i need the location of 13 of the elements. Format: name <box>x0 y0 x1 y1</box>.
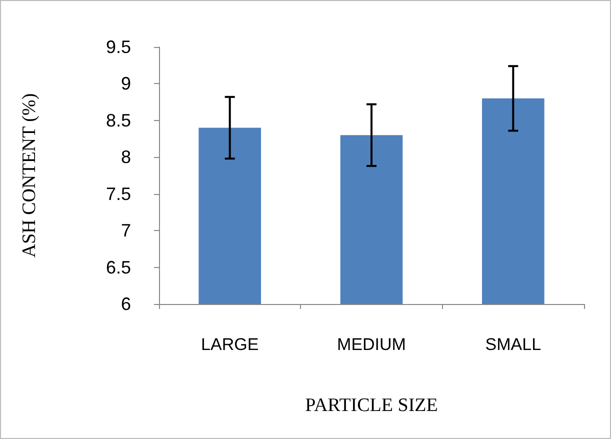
y-tick-label: 8.5 <box>106 110 131 130</box>
x-tick-label: SMALL <box>485 335 542 354</box>
y-tick-label: 6.5 <box>106 257 131 278</box>
y-tick-label: 9.5 <box>106 37 131 57</box>
x-tick-label: LARGE <box>201 335 259 354</box>
x-axis-title: PARTICLE SIZE <box>305 395 438 416</box>
y-tick-label: 7 <box>120 220 131 241</box>
y-tick-label: 7.5 <box>106 184 131 204</box>
x-tick-label: MEDIUM <box>337 335 406 354</box>
y-axis-title: ASH CONTENT (%) <box>19 93 40 258</box>
y-tick-label: 8 <box>120 147 131 168</box>
y-tick-label: 9 <box>120 74 131 94</box>
y-tick-label: 6 <box>120 294 131 314</box>
